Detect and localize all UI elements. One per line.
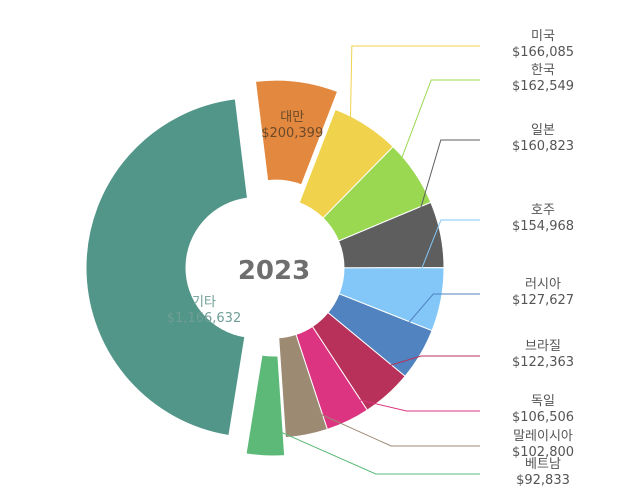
slice-name-label: 호주 [531,203,555,218]
slices-group [85,79,445,457]
slice-value-label: $106,506 [512,410,574,425]
leader-line [410,139,480,241]
leader-line [300,404,480,447]
slice-name-label: 러시아 [525,277,561,292]
slice-value-label: $200,399 [261,126,323,141]
slice-name-label: 브라질 [525,339,561,354]
slice-value-label: $162,549 [512,79,574,94]
slice-value-label: $92,833 [516,473,570,488]
slice-value-label: $160,823 [512,139,574,154]
slice-name-label: 기타 [192,295,216,310]
slice-value-label: $102,800 [512,445,574,460]
slice-value-label: $154,968 [512,219,574,234]
slice-name-label: 일본 [531,123,555,138]
slice-name-label: 말레이시아 [513,429,573,444]
leader-line [411,219,480,295]
leader-line [389,79,480,190]
leader-line [349,45,480,151]
leader-line [334,393,480,412]
leader-line [266,425,480,475]
slice-name-label: 대만 [280,110,304,125]
slice-value-label: $166,085 [512,45,574,60]
labels-group: 대만$200,399 미국$166,085 한국$162,549 일본$160,823… [167,29,574,488]
slice-11[interactable] [85,98,249,437]
slice-name-label: 미국 [531,29,555,44]
slice-1[interactable] [254,79,339,186]
slice-value-label: $1,166,632 [167,311,241,326]
slice-name-label: 한국 [531,63,555,78]
slice-value-label: $127,627 [512,293,574,308]
slice-value-label: $122,363 [512,355,574,370]
leader-lines-group [266,45,480,475]
slice-10[interactable] [245,354,286,457]
center-year-label: 2023 [238,256,310,286]
slice-name-label: 독일 [531,394,555,409]
slice-name-label: 베트남 [525,457,561,472]
leader-line [394,293,480,340]
leader-line [367,355,480,373]
